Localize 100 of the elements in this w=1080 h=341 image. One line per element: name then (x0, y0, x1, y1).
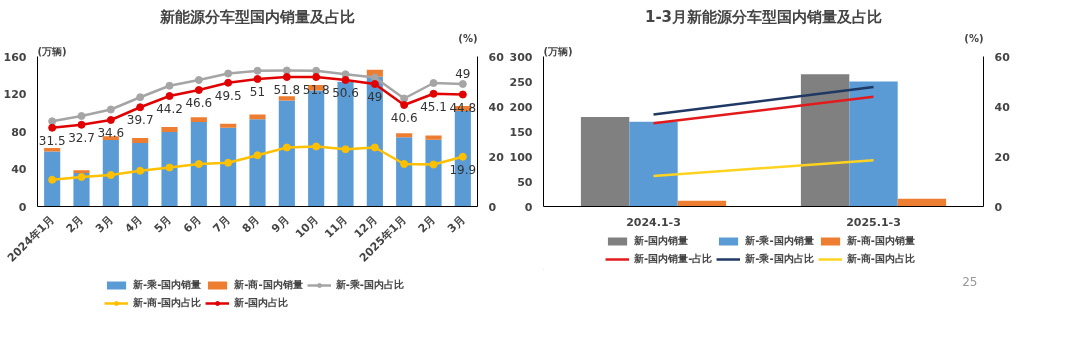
bar (190, 117, 207, 123)
y-tick-label: 40 (11, 163, 27, 176)
y2-axis-title: (%) (458, 32, 478, 44)
bar (800, 74, 850, 207)
bar (132, 137, 149, 144)
y2-axis-title: (%) (964, 32, 984, 44)
point (312, 73, 321, 81)
bar (161, 131, 178, 207)
point (282, 143, 291, 152)
y-axis-title: (万辆) (37, 45, 87, 57)
data-label: 45.1 (420, 99, 447, 114)
legend-label: 新-乘-国内销量 (745, 234, 814, 248)
point (106, 105, 115, 114)
bar (249, 119, 266, 207)
point (429, 89, 438, 98)
point (458, 152, 467, 161)
legend-label: 新-乘-国内占比 (745, 252, 814, 266)
bar (132, 143, 149, 207)
legend-label: 新-国内销量 (634, 234, 689, 248)
point (194, 160, 203, 168)
point (224, 69, 233, 78)
bar (161, 127, 178, 132)
y2-tick-label: 20 (488, 150, 505, 164)
y-tick-label: 0 (524, 200, 533, 214)
legend-label: 新-乘-国内占比 (335, 278, 404, 292)
point (165, 81, 174, 90)
data-label: 40.6 (390, 111, 418, 125)
point (165, 163, 174, 172)
y-tick-label: 300 (509, 50, 533, 64)
y-tick-label: 120 (3, 88, 27, 101)
data-label: 51.8 (273, 83, 301, 97)
chart-title: 1-3月新能源分车型国内销量及占比 (644, 7, 883, 26)
x-tick-label: 7月 (210, 212, 233, 236)
x-tick-label: 2024.1-3 (626, 215, 681, 229)
point (370, 143, 379, 152)
bar (44, 151, 61, 207)
y-tick-label: 150 (509, 125, 533, 139)
point (400, 101, 409, 109)
y-tick-label: 0 (18, 200, 27, 214)
point (48, 175, 57, 184)
point (458, 80, 467, 88)
point (458, 90, 467, 99)
x-tick-label: 3月 (93, 212, 116, 236)
y2-tick-label: 0 (488, 200, 497, 214)
data-label: 51.8 (302, 83, 330, 97)
data-label: 39.7 (126, 113, 154, 128)
point (282, 66, 291, 75)
point (48, 117, 57, 126)
point (282, 73, 291, 81)
y2-tick-label: 40 (994, 100, 1011, 114)
data-label: 49 (367, 90, 383, 104)
bar (396, 137, 413, 207)
x-tick-label: 9月 (269, 212, 292, 236)
point (312, 66, 321, 75)
x-tick-label: 4月 (122, 212, 145, 236)
point (77, 112, 86, 120)
bar (425, 135, 442, 140)
point (77, 120, 86, 129)
point (341, 76, 350, 84)
text: 25 (962, 274, 978, 289)
y2-tick-label: 60 (994, 50, 1011, 64)
legend-label: 新-乘-国内销量 (133, 278, 202, 292)
y2-tick-label: 60 (488, 50, 505, 64)
y2-tick-label: 0 (994, 200, 1003, 214)
point (77, 173, 86, 181)
point (429, 79, 438, 87)
bar (425, 139, 442, 207)
bar (849, 81, 898, 207)
data-label: 31.5 (38, 133, 66, 148)
legend-label: 新-国内占比 (234, 296, 289, 310)
data-label: 32.7 (68, 130, 95, 145)
legend-label: 新-商-国内销量 (846, 234, 915, 248)
point (253, 75, 262, 83)
x-tick-label: 2月 (63, 212, 87, 236)
point (106, 116, 115, 124)
point (341, 145, 350, 154)
bar (897, 198, 947, 207)
data-label: 51 (249, 85, 266, 99)
data-label: 46.6 (185, 96, 213, 110)
point (194, 86, 203, 94)
legend-label: 新-商-国内占比 (846, 252, 915, 266)
y-tick-label: 250 (509, 75, 533, 89)
point (224, 78, 233, 87)
bar (190, 122, 207, 207)
point (400, 160, 409, 168)
point (370, 73, 379, 82)
x-tick-label: 2月 (415, 212, 439, 236)
legend-label: 新-商-国内占比 (133, 296, 202, 310)
y2-tick-label: 40 (488, 100, 505, 114)
point (400, 94, 409, 103)
point (136, 166, 145, 175)
bar (629, 121, 678, 207)
bar (580, 117, 630, 207)
chart-title: 新能源分车型国内销量及占比 (159, 7, 355, 26)
x-tick-label: 6月 (181, 212, 204, 236)
y-tick-label: 160 (3, 50, 27, 64)
bar (278, 96, 295, 101)
y-tick-label: 100 (509, 150, 533, 164)
point (106, 171, 115, 179)
point (429, 160, 438, 169)
